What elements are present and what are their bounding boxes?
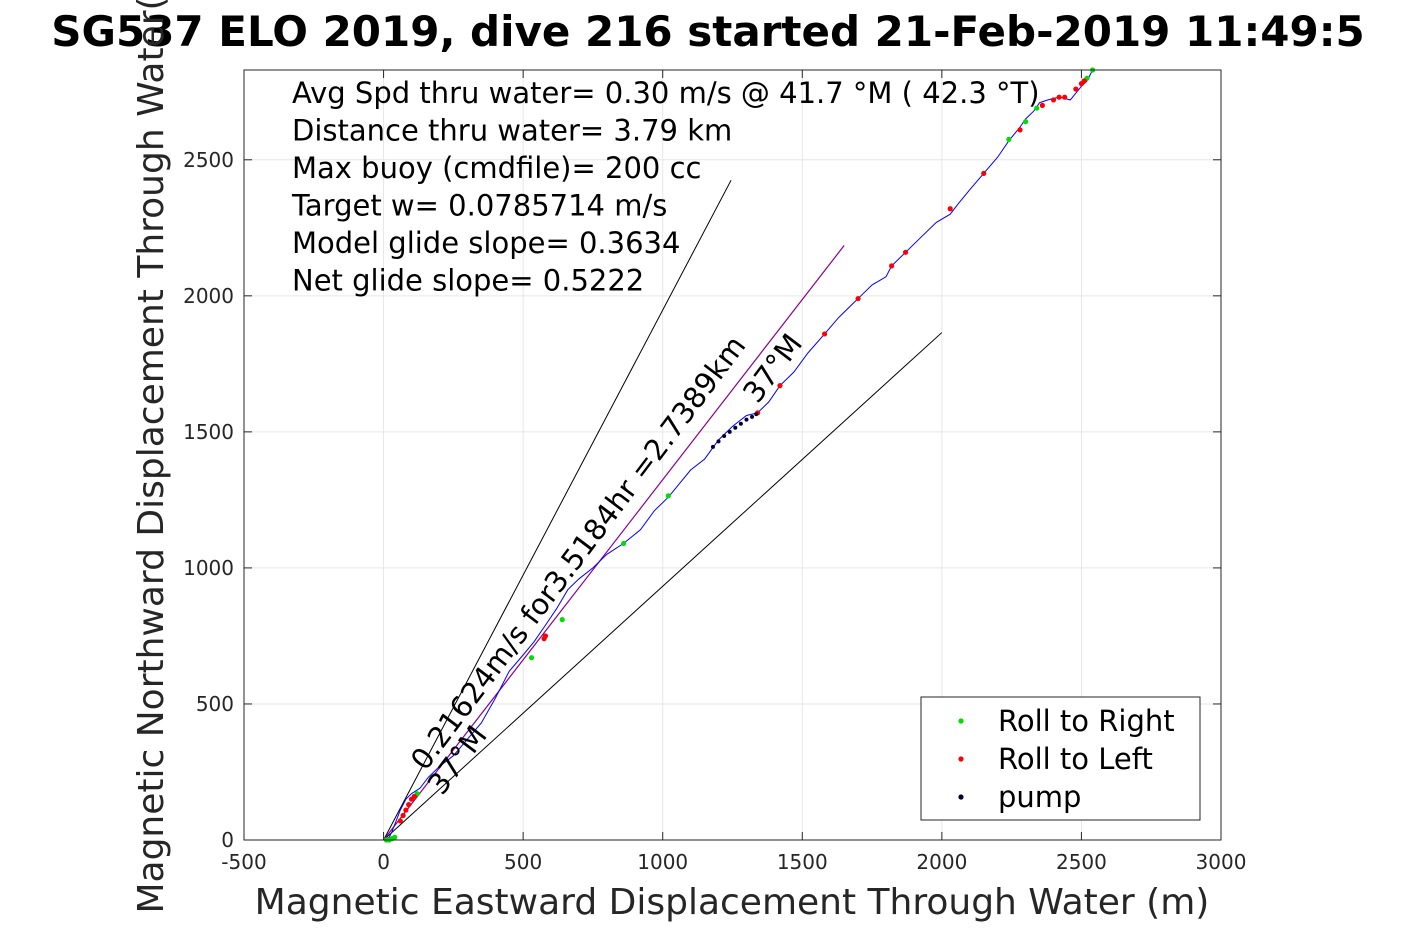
data-point	[754, 412, 759, 417]
data-point	[542, 633, 549, 639]
data-point	[738, 421, 743, 426]
y-tick-label: 500	[196, 692, 234, 716]
legend-label: Roll to Right	[998, 704, 1175, 738]
data-point	[1034, 105, 1040, 111]
data-point	[777, 383, 783, 389]
x-tick-label: -500	[221, 850, 266, 874]
data-point	[855, 295, 861, 302]
x-tick-label: 500	[504, 850, 542, 874]
data-point	[716, 439, 721, 444]
data-point	[1017, 127, 1023, 133]
data-point	[528, 655, 535, 661]
y-tick-label: 1500	[183, 420, 234, 444]
data-point	[1062, 94, 1068, 100]
y-axis-label: Magnetic Northward Displacement Through …	[131, 0, 172, 914]
x-tick-label: 2000	[916, 850, 967, 874]
data-point	[1073, 86, 1079, 92]
data-point	[981, 170, 987, 176]
annotation-line: Max buoy (cmdfile)= 200 cc	[292, 151, 701, 185]
legend-marker	[958, 756, 964, 762]
annotation-line: Distance thru water= 3.79 km	[292, 114, 732, 148]
x-axis-label: Magnetic Eastward Displacement Through W…	[255, 882, 1210, 923]
x-tick-label: 0	[377, 850, 390, 874]
chart-title: SG537 ELO 2019, dive 216 started 21-Feb-…	[51, 7, 1364, 56]
data-point	[392, 834, 398, 840]
legend-marker	[958, 794, 964, 800]
x-tick-label: 1000	[637, 850, 688, 874]
x-tick-label: 3000	[1196, 850, 1247, 874]
data-point	[822, 331, 828, 337]
annotation-line: Avg Spd thru water= 0.30 m/s @ 41.7 °M (…	[292, 76, 1040, 110]
legend-label: Roll to Left	[998, 742, 1153, 776]
data-point	[1039, 102, 1045, 108]
annotation-line: Target w= 0.0785714 m/s	[291, 189, 667, 223]
data-point	[744, 417, 749, 422]
track-line	[383, 69, 1094, 841]
data-point	[727, 429, 732, 434]
y-tick-label: 2000	[183, 284, 234, 308]
annotation-line: Model glide slope= 0.3634	[292, 226, 680, 260]
reference-line	[383, 179, 732, 841]
data-point	[411, 793, 417, 800]
data-point	[397, 818, 403, 824]
data-point	[1081, 78, 1087, 84]
data-point	[902, 249, 909, 255]
glide-line	[383, 245, 845, 841]
legend-label: pump	[998, 780, 1081, 814]
data-point	[733, 425, 738, 430]
annotation-line: Net glide slope= 0.5222	[292, 264, 644, 298]
axes-box	[243, 69, 1222, 841]
y-tick-label: 1000	[183, 556, 234, 580]
data-point	[559, 617, 565, 623]
data-point	[1006, 136, 1012, 142]
legend-box	[920, 696, 1201, 821]
data-point	[722, 433, 727, 438]
data-point	[710, 444, 715, 449]
data-point	[621, 540, 627, 547]
data-point	[1023, 119, 1029, 125]
legend-marker	[958, 718, 964, 724]
x-tick-label: 2500	[1056, 850, 1107, 874]
data-point	[750, 414, 755, 419]
data-point	[947, 206, 953, 212]
data-point	[1050, 97, 1057, 103]
reference-line	[383, 332, 943, 841]
y-tick-label: 2500	[183, 148, 234, 172]
x-tick-label: 1500	[777, 850, 828, 874]
data-point	[403, 807, 409, 813]
y-tick-label: 0	[221, 828, 234, 852]
data-point	[665, 493, 671, 499]
data-point	[889, 263, 895, 269]
data-point	[400, 812, 406, 819]
data-point	[1056, 94, 1062, 100]
data-point	[406, 802, 412, 808]
